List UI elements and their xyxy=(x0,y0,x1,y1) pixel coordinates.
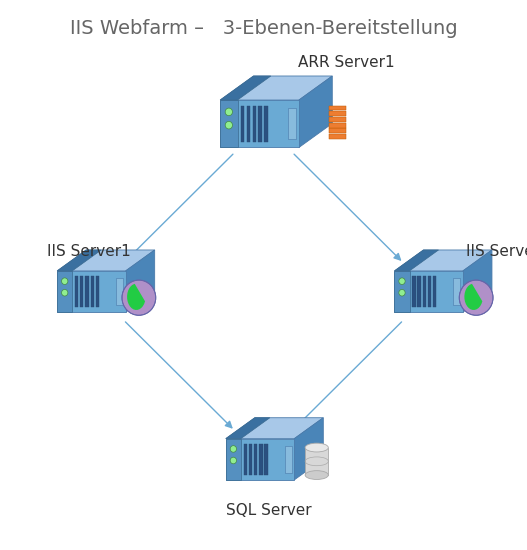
Polygon shape xyxy=(294,418,324,480)
Polygon shape xyxy=(394,271,463,312)
Polygon shape xyxy=(220,76,333,100)
Circle shape xyxy=(399,289,405,296)
Polygon shape xyxy=(252,106,257,142)
Polygon shape xyxy=(305,448,328,475)
Polygon shape xyxy=(220,100,299,147)
Ellipse shape xyxy=(305,471,328,480)
Polygon shape xyxy=(329,117,346,122)
Text: IIS Webfarm –   3-Ebenen-Bereitstellung: IIS Webfarm – 3-Ebenen-Bereitstellung xyxy=(70,19,457,39)
Text: ARR Server1: ARR Server1 xyxy=(298,55,394,70)
Polygon shape xyxy=(329,123,346,128)
Polygon shape xyxy=(259,443,262,475)
Polygon shape xyxy=(57,271,72,312)
Circle shape xyxy=(62,289,68,296)
Polygon shape xyxy=(453,278,460,305)
Text: SQL Server: SQL Server xyxy=(226,503,311,518)
Polygon shape xyxy=(417,276,421,307)
Polygon shape xyxy=(265,106,268,142)
Polygon shape xyxy=(226,439,241,480)
Circle shape xyxy=(122,280,156,315)
Polygon shape xyxy=(96,276,99,307)
Circle shape xyxy=(225,122,232,129)
Polygon shape xyxy=(220,76,271,100)
Circle shape xyxy=(460,280,493,315)
Circle shape xyxy=(225,108,232,116)
Polygon shape xyxy=(463,250,492,312)
Polygon shape xyxy=(57,250,155,271)
Text: IIS Server2: IIS Server2 xyxy=(466,244,527,259)
Polygon shape xyxy=(91,276,94,307)
Polygon shape xyxy=(220,100,238,147)
Polygon shape xyxy=(254,443,257,475)
Polygon shape xyxy=(428,276,431,307)
Polygon shape xyxy=(412,276,416,307)
Polygon shape xyxy=(127,284,145,310)
Polygon shape xyxy=(394,250,492,271)
Polygon shape xyxy=(125,250,155,312)
Polygon shape xyxy=(329,128,346,133)
Circle shape xyxy=(399,278,405,284)
Polygon shape xyxy=(433,276,436,307)
Ellipse shape xyxy=(305,443,328,452)
Polygon shape xyxy=(329,111,346,116)
Polygon shape xyxy=(57,271,125,312)
Text: IIS Server1: IIS Server1 xyxy=(47,244,131,259)
Polygon shape xyxy=(243,443,247,475)
Polygon shape xyxy=(226,439,294,480)
Polygon shape xyxy=(75,276,79,307)
Polygon shape xyxy=(394,271,409,312)
Polygon shape xyxy=(288,108,296,139)
Polygon shape xyxy=(85,276,89,307)
Polygon shape xyxy=(226,418,324,439)
Circle shape xyxy=(62,278,68,284)
Polygon shape xyxy=(226,418,270,439)
Polygon shape xyxy=(299,76,333,147)
Polygon shape xyxy=(116,278,123,305)
Polygon shape xyxy=(285,446,291,472)
Polygon shape xyxy=(464,284,482,310)
Polygon shape xyxy=(394,250,438,271)
Polygon shape xyxy=(249,443,252,475)
Polygon shape xyxy=(329,134,346,139)
Polygon shape xyxy=(57,250,101,271)
Circle shape xyxy=(230,457,237,464)
Polygon shape xyxy=(240,106,245,142)
Polygon shape xyxy=(265,443,268,475)
Polygon shape xyxy=(423,276,426,307)
Polygon shape xyxy=(247,106,250,142)
Circle shape xyxy=(230,446,237,452)
Polygon shape xyxy=(80,276,83,307)
Polygon shape xyxy=(329,106,346,111)
Polygon shape xyxy=(259,106,262,142)
